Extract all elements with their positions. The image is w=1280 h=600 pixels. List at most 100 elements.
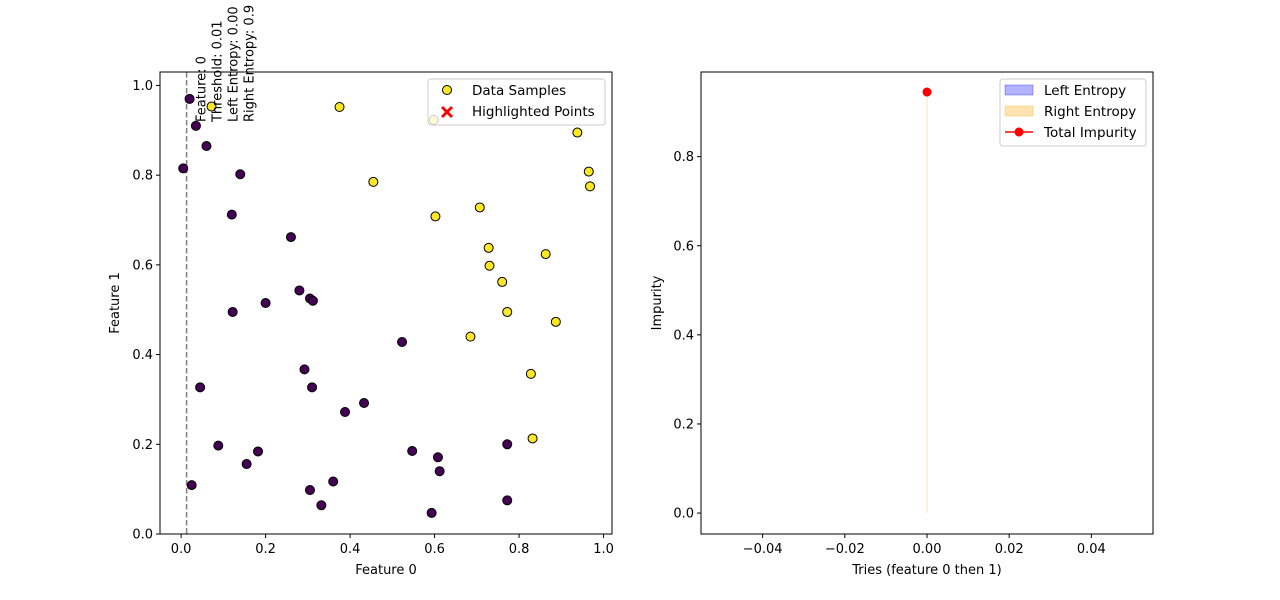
x-tick-label: 0.2	[255, 542, 276, 557]
y-tick-label: 0.2	[673, 417, 694, 432]
data-point	[253, 446, 264, 457]
legend-marker-total-impurity	[1014, 127, 1024, 137]
y-tick-label: 0.0	[132, 528, 153, 543]
x-tick-label: 0.6	[424, 542, 445, 557]
legend-label-highlighted-points: Highlighted Points	[472, 104, 595, 120]
y-tick-label: 0.6	[673, 239, 694, 254]
y-tick-label: 0.2	[132, 438, 153, 453]
legend-label-total-impurity: Total Impurity	[1043, 125, 1137, 141]
legend-marker-data-samples	[442, 85, 452, 95]
x-axis-ticks: 0.0 0.2 0.4 0.6 0.8 1.0	[171, 534, 614, 557]
data-point	[527, 433, 538, 444]
x-tick-label: −0.02	[825, 542, 865, 557]
data-point	[235, 169, 246, 180]
split-annotation: Feature: 0 Threshold: 0.01 Left Entropy: 0…	[195, 5, 258, 123]
data-point	[474, 202, 485, 213]
x-axis-label: Tries (feature 0 then 1)	[851, 563, 1001, 578]
data-point	[227, 306, 238, 317]
x-tick-label: 0.04	[1077, 542, 1106, 557]
data-point	[550, 316, 561, 327]
impurity-plot-area	[701, 72, 1153, 534]
data-point	[304, 485, 315, 496]
data-point	[430, 211, 441, 222]
x-tick-label: 0.8	[509, 542, 530, 557]
y-axis-ticks: 0.0 0.2 0.4 0.6 0.8 1.0	[132, 79, 160, 543]
data-point	[572, 127, 583, 138]
legend-label-right-entropy: Right Entropy	[1044, 104, 1136, 120]
x-tick-label: 1.0	[593, 542, 614, 557]
y-tick-label: 1.0	[132, 79, 153, 94]
data-point	[483, 242, 494, 253]
data-point	[307, 382, 318, 393]
data-point	[525, 368, 536, 379]
data-point	[426, 507, 437, 518]
data-point	[484, 260, 495, 271]
x-tick-label: 0.00	[913, 542, 942, 557]
x-axis-ticks: −0.04 −0.02 0.00 0.02 0.04	[743, 534, 1106, 557]
legend-marker-left-entropy	[1004, 84, 1034, 96]
data-point	[502, 439, 513, 450]
y-tick-label: 0.8	[673, 150, 694, 165]
data-point	[195, 382, 206, 393]
data-point	[368, 176, 379, 187]
total-impurity-point	[922, 87, 932, 97]
annotation-line: Feature: 0	[195, 56, 210, 122]
y-axis-ticks: 0.0 0.2 0.4 0.6 0.8	[673, 150, 701, 522]
data-point	[213, 440, 224, 451]
data-point	[585, 181, 596, 192]
data-point	[184, 93, 195, 104]
data-point	[334, 101, 345, 112]
impurity-legend: Left Entropy Right Entropy Total Impurit…	[999, 78, 1147, 147]
data-point	[299, 364, 310, 375]
data-point	[190, 120, 201, 131]
data-point	[502, 495, 513, 506]
y-axis-label: Impurity	[650, 275, 665, 330]
y-axis-label: Feature 1	[108, 272, 123, 334]
y-tick-label: 0.8	[132, 169, 153, 184]
data-point	[502, 306, 513, 317]
annotation-line: Right Entropy: 0.9	[243, 5, 258, 122]
impurity-series	[922, 87, 932, 514]
data-point	[397, 337, 408, 348]
data-point	[206, 101, 217, 112]
x-tick-label: 0.02	[995, 542, 1024, 557]
data-point	[241, 459, 252, 470]
annotation-line: Left Entropy: 0.00	[227, 6, 242, 122]
x-tick-label: 0.4	[340, 542, 361, 557]
data-point	[178, 163, 189, 174]
data-point	[340, 406, 351, 417]
data-point	[328, 476, 339, 487]
y-tick-label: 0.4	[132, 348, 153, 363]
data-point	[201, 141, 212, 152]
legend-frame	[999, 78, 1147, 147]
data-point	[294, 285, 305, 296]
data-point	[186, 480, 197, 491]
data-point	[307, 295, 318, 306]
scatter-legend: Data Samples Highlighted Points	[427, 78, 606, 126]
legend-label-left-entropy: Left Entropy	[1044, 83, 1126, 99]
data-point	[583, 166, 594, 177]
data-point	[260, 298, 271, 308]
data-point	[407, 446, 418, 457]
x-axis-label: Feature 0	[355, 563, 417, 578]
annotation-line: Threshold: 0.01	[211, 20, 226, 123]
scatter-panel: 0.0 0.2 0.4 0.6 0.8 1.0 0.0 0.2 0.4 0.6 0.8 1.0 Fe…	[108, 5, 614, 578]
y-tick-label: 0.6	[132, 258, 153, 273]
data-point	[226, 209, 237, 220]
data-point	[540, 249, 551, 260]
data-point	[497, 276, 508, 287]
data-point	[285, 232, 296, 243]
data-point	[432, 452, 443, 463]
y-tick-label: 0.4	[673, 328, 694, 343]
x-tick-label: 0.0	[171, 542, 192, 557]
legend-frame	[427, 78, 606, 126]
legend-label-data-samples: Data Samples	[472, 83, 566, 99]
data-point	[359, 398, 370, 409]
data-point	[434, 466, 445, 477]
data-point	[316, 500, 327, 511]
y-tick-label: 0.0	[673, 507, 694, 522]
scatter-plot-area	[160, 72, 612, 534]
legend-marker-highlighted-points	[441, 106, 453, 118]
legend-marker-right-entropy	[1004, 105, 1034, 117]
